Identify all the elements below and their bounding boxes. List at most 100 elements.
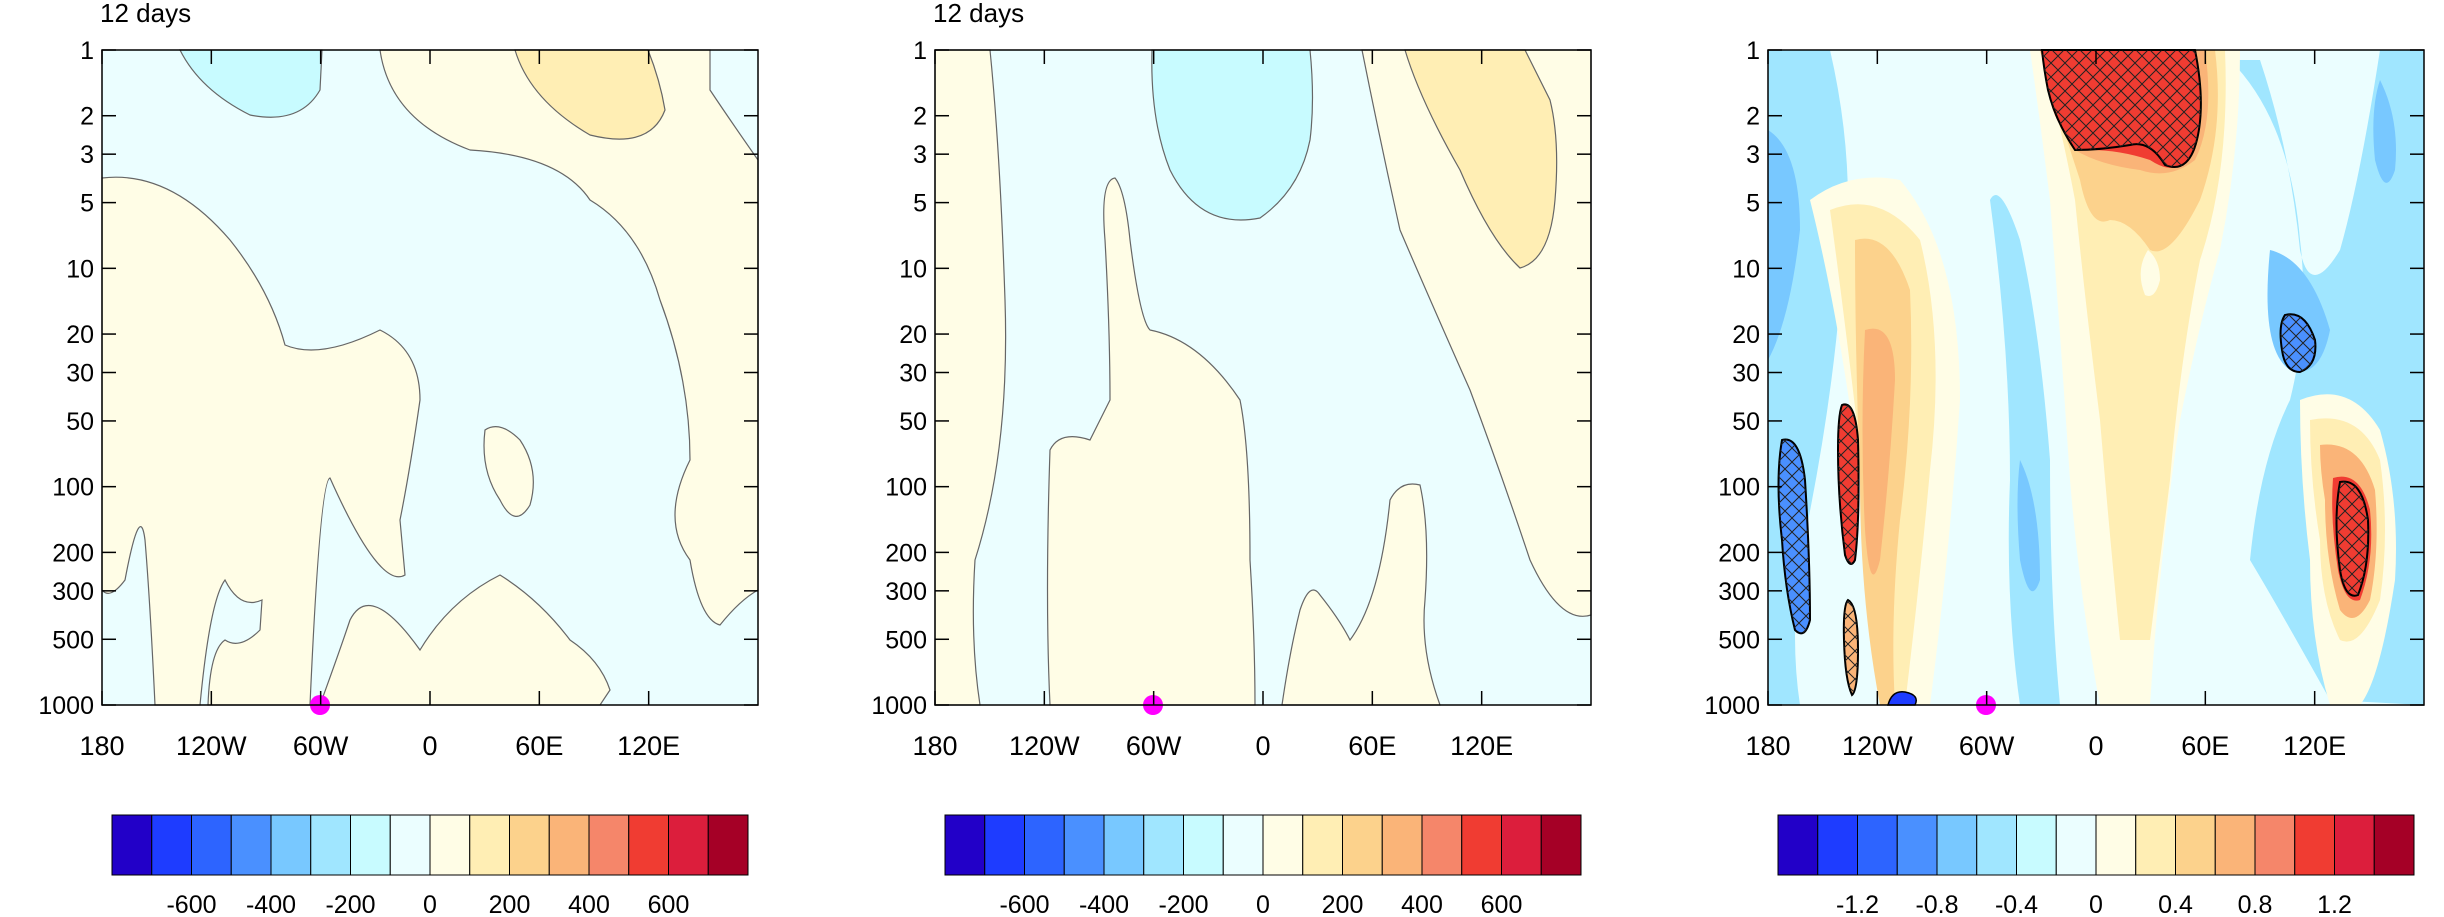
colorbar-label: 0.4 xyxy=(2158,891,2193,917)
panel-1-title: 12 days xyxy=(100,0,191,28)
panel-3-sig-west-red-hatch xyxy=(1838,404,1859,564)
xtick-label: 60W xyxy=(1126,731,1182,761)
panel-2-region-positive-top xyxy=(1404,49,1558,269)
colorbar-swatch xyxy=(1183,814,1224,876)
colorbar-swatch xyxy=(389,814,431,876)
colorbar-label: -200 xyxy=(325,891,375,917)
colorbar-label: 200 xyxy=(489,891,531,917)
colorbar-swatch xyxy=(1421,814,1463,876)
ytick-label: 100 xyxy=(1718,474,1760,502)
panel-3-warm-west-peach xyxy=(1862,328,1895,575)
colorbar-swatch xyxy=(1262,814,1304,876)
xtick-label: 60W xyxy=(1959,731,2015,761)
panel-3-xticks: 180 120W 60W 0 60E 120E xyxy=(1745,50,2346,761)
ytick-label: 1 xyxy=(913,37,927,65)
xtick-label: 180 xyxy=(912,731,957,761)
ytick-label: 500 xyxy=(1718,626,1760,654)
ytick-label: 20 xyxy=(899,321,927,349)
colorbar-swatch xyxy=(2334,814,2375,876)
panel-3-warm-center-pale xyxy=(2140,250,2160,296)
xtick-label: 120E xyxy=(1450,731,1513,761)
colorbar-label: 0.8 xyxy=(2238,891,2273,917)
ytick-label: 3 xyxy=(80,141,94,169)
panel-1-region-negative-north xyxy=(179,49,323,118)
colorbar-swatch xyxy=(429,814,471,876)
xtick-label: 120W xyxy=(176,731,247,761)
panel-1-colorbar: -600 -400 -200 0 200 400 600 xyxy=(111,814,749,917)
xtick-label: 60E xyxy=(2181,731,2229,761)
ytick-label: 200 xyxy=(1718,539,1760,567)
ytick-label: 300 xyxy=(52,578,94,606)
ytick-label: 10 xyxy=(1732,255,1760,283)
colorbar-swatch xyxy=(1381,814,1423,876)
colorbar-swatch xyxy=(2294,814,2335,876)
colorbar-swatch xyxy=(588,814,630,876)
panel-2-region-positive-low xyxy=(1281,483,1441,706)
colorbar-swatch xyxy=(2135,814,2176,876)
colorbar-swatch xyxy=(548,814,590,876)
xtick-label: 120W xyxy=(1009,731,1080,761)
colorbar-swatch xyxy=(1143,814,1184,876)
ytick-label: 1 xyxy=(1746,37,1760,65)
colorbar-swatch xyxy=(1936,814,1978,876)
colorbar-swatch xyxy=(270,814,312,876)
panel-3-band-mid-blue xyxy=(2017,460,2040,592)
panel-1-region-positive-top xyxy=(514,49,666,140)
colorbar-swatch xyxy=(350,814,391,876)
colorbar-swatch xyxy=(984,814,1025,876)
colorbar-swatch xyxy=(944,814,986,876)
ytick-label: 5 xyxy=(913,190,927,218)
panel-1-yticks: 1 2 3 5 10 20 30 50 100 200 300 500 1000 xyxy=(38,37,758,720)
ytick-label: 20 xyxy=(66,321,94,349)
xtick-label: 0 xyxy=(2088,731,2103,761)
ytick-label: 1000 xyxy=(38,692,94,720)
colorbar-swatch xyxy=(1461,814,1502,876)
colorbar-label: -0.8 xyxy=(1915,891,1958,917)
panel-1-region-positive-center xyxy=(319,574,611,706)
ytick-label: 30 xyxy=(66,360,94,388)
ytick-label: 30 xyxy=(1732,360,1760,388)
colorbar-swatch xyxy=(1857,814,1898,876)
ytick-label: 5 xyxy=(1746,190,1760,218)
panel-1-field xyxy=(101,49,759,715)
panel-3-yticks: 1 2 3 5 10 20 30 50 100 200 300 500 1000 xyxy=(1704,37,2424,720)
panel-3-sig-center-red-hatch xyxy=(2042,50,2201,167)
panel-3: 1 2 3 5 10 20 30 50 100 200 300 500 1000 180 120W 60W 0… xyxy=(1704,37,2425,917)
ytick-label: 1 xyxy=(80,37,94,65)
panel-3-sig-east-blue-hatch xyxy=(2280,314,2316,372)
ytick-label: 20 xyxy=(1732,321,1760,349)
ytick-label: 300 xyxy=(885,578,927,606)
colorbar-swatch xyxy=(1976,814,2017,876)
panel-3-band-right-edge xyxy=(2373,80,2396,183)
panel-2-region-negative-north xyxy=(1151,49,1314,221)
panel-2-field xyxy=(934,49,1592,715)
panel-3-sig-west-blue-hatch xyxy=(1778,439,1810,634)
panel-3-colorbar: -1.2 -0.8 -0.4 0 0.4 0.8 1.2 xyxy=(1777,814,2415,917)
colorbar-swatch xyxy=(628,814,669,876)
colorbar-swatch xyxy=(1222,814,1264,876)
panel-1-region-positive-west xyxy=(101,176,421,706)
colorbar-swatch xyxy=(2373,814,2415,876)
panel-3-sig-bottom-blue xyxy=(1887,691,1917,706)
colorbar-label: 600 xyxy=(648,891,690,917)
ytick-label: 500 xyxy=(52,626,94,654)
ytick-label: 1000 xyxy=(871,692,927,720)
colorbar-swatch xyxy=(151,814,192,876)
colorbar-label: -600 xyxy=(166,891,216,917)
panel-1-region-positive-east xyxy=(379,49,759,626)
colorbar-swatch xyxy=(111,814,153,876)
colorbar-label: 400 xyxy=(568,891,610,917)
colorbar-swatch xyxy=(230,814,272,876)
xtick-label: 60W xyxy=(293,731,349,761)
colorbar-swatch xyxy=(1342,814,1383,876)
panel-3-band-west-blue-2 xyxy=(1768,130,1800,360)
ytick-label: 2 xyxy=(80,103,94,131)
ytick-label: 50 xyxy=(66,408,94,436)
colorbar-label: 600 xyxy=(1481,891,1523,917)
colorbar-swatch xyxy=(1501,814,1542,876)
colorbar-label: 400 xyxy=(1401,891,1443,917)
colorbar-label: 1.2 xyxy=(2317,891,2352,917)
ytick-label: 2 xyxy=(913,103,927,131)
panel-2-title: 12 days xyxy=(933,0,1024,28)
ytick-label: 5 xyxy=(80,190,94,218)
